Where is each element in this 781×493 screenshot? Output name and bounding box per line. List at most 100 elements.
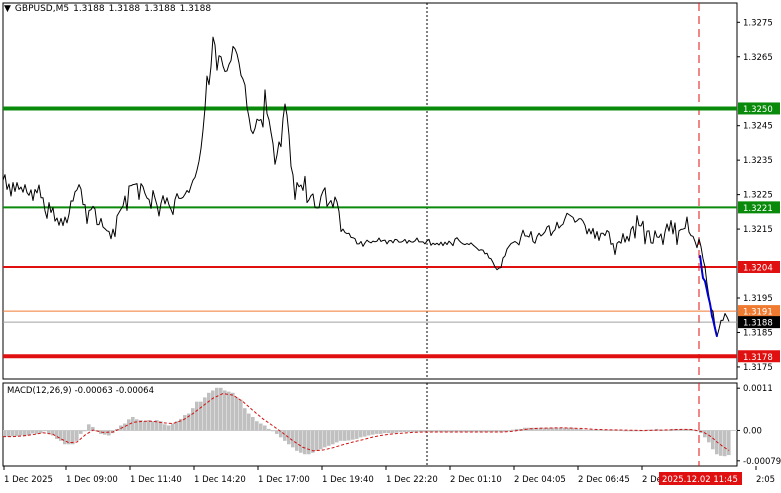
macd-bar [391, 430, 395, 434]
high-value: 1.3188 [108, 4, 141, 14]
macd-bar [231, 392, 235, 431]
macd-bar [499, 430, 503, 432]
macd-bar [39, 430, 43, 434]
macd-bar [395, 430, 399, 433]
time-tick-label: 1 Dec 2025 [4, 475, 53, 485]
macd-bar [387, 430, 391, 434]
macd-bar [295, 430, 299, 451]
level-label: 1.3191 [743, 308, 773, 318]
macd-bar [707, 430, 711, 443]
macd-tick-label: -0.00079 [743, 457, 781, 467]
price-frame [2, 2, 738, 380]
price-tick-label: 1.3265 [743, 53, 773, 63]
macd-bar [539, 427, 543, 431]
macd-bar [79, 430, 83, 434]
symbol-label: GBPUSD,M5 [14, 4, 70, 14]
macd-bar [475, 430, 479, 432]
macd-bar [207, 392, 211, 431]
macd-bar [503, 430, 507, 432]
macd-bar [595, 429, 599, 431]
macd-bar [143, 421, 147, 431]
dropdown-arrow-icon[interactable]: ▼ [4, 4, 11, 14]
macd-bar [423, 430, 427, 432]
macd-bar [495, 430, 499, 432]
price-line [2, 36, 730, 338]
macd-bar [63, 430, 67, 445]
macd-bar [351, 430, 355, 440]
macd-bar [115, 428, 119, 431]
macd-bar [251, 417, 255, 431]
macd-bar [447, 430, 451, 432]
macd-bar [315, 430, 319, 451]
macd-bar [363, 430, 367, 437]
macd-bar [279, 430, 283, 438]
macd-bar [123, 423, 127, 431]
macd-bar [239, 399, 243, 431]
macd-bar [47, 430, 51, 434]
macd-bar [243, 408, 247, 431]
macd-bar [559, 427, 563, 431]
macd-bar [255, 421, 259, 431]
price-tick-label: 1.3225 [743, 191, 773, 201]
macd-bar [283, 430, 287, 441]
macd-bar [379, 430, 383, 434]
macd-bar [291, 430, 295, 448]
macd-signal-line [3, 393, 730, 452]
macd-bar [419, 430, 423, 432]
macd-bar [23, 430, 27, 437]
macd-bar [311, 430, 315, 453]
macd-bar [203, 397, 207, 431]
macd-bar [435, 430, 439, 432]
macd-bar [443, 430, 447, 432]
macd-bar [575, 428, 579, 431]
level-label-box [738, 201, 780, 214]
macd-bar [451, 430, 455, 432]
close-value: 1.3188 [179, 4, 212, 14]
macd-tick-label: 0.0011 [743, 384, 773, 394]
macd-bar [563, 427, 567, 431]
current-time-box [659, 472, 742, 485]
time-tick-label: 1 Dec 17:00 [258, 475, 310, 485]
macd-bar [267, 428, 271, 431]
macd-signal-value: -0.00064 [115, 386, 154, 396]
macd-bar [183, 415, 187, 431]
current-time-label: 2025.12.02 11:45 [662, 475, 738, 485]
time-tick-label: 2 Dec 06:45 [578, 475, 630, 485]
macd-bar [367, 430, 371, 436]
time-tick-label: 2 Dec 04:05 [514, 475, 566, 485]
current-price-box [738, 316, 780, 329]
level-label: 1.3178 [743, 353, 773, 363]
macd-bar [535, 427, 539, 431]
macd-bar [299, 430, 303, 453]
level-label-box [738, 350, 780, 363]
macd-bar [579, 428, 583, 431]
price-tick-label: 1.3175 [743, 363, 773, 373]
macd-bar [179, 418, 183, 431]
macd-bar [103, 430, 107, 435]
macd-pane: 0.0011 0.00 -0.00079 [2, 382, 781, 467]
macd-bar [347, 430, 351, 441]
macd-bar [711, 430, 715, 450]
time-tick-label: 2 Dec 01:10 [450, 475, 502, 485]
macd-bar [727, 430, 731, 456]
macd-bar [139, 420, 143, 431]
macd-bar [439, 430, 443, 432]
macd-bar [191, 408, 195, 431]
time-tick-label: 2 De [642, 475, 662, 485]
macd-bar [543, 427, 547, 431]
macd-bar [555, 427, 559, 431]
time-axis: 1 Dec 2025 1 Dec 09:00 1 Dec 11:40 1 Dec 14… [3, 466, 775, 485]
level-label: 1.3204 [743, 263, 773, 273]
macd-bar [187, 413, 191, 431]
macd-bar [323, 430, 327, 448]
macd-bar [199, 401, 203, 431]
macd-bar [431, 430, 435, 432]
macd-bar [511, 429, 515, 431]
low-value: 1.3188 [144, 4, 176, 14]
macd-bar [527, 427, 531, 431]
macd-bar [307, 430, 311, 455]
macd-bar [531, 427, 535, 431]
macd-bar [567, 427, 571, 431]
macd-bar [83, 430, 87, 432]
